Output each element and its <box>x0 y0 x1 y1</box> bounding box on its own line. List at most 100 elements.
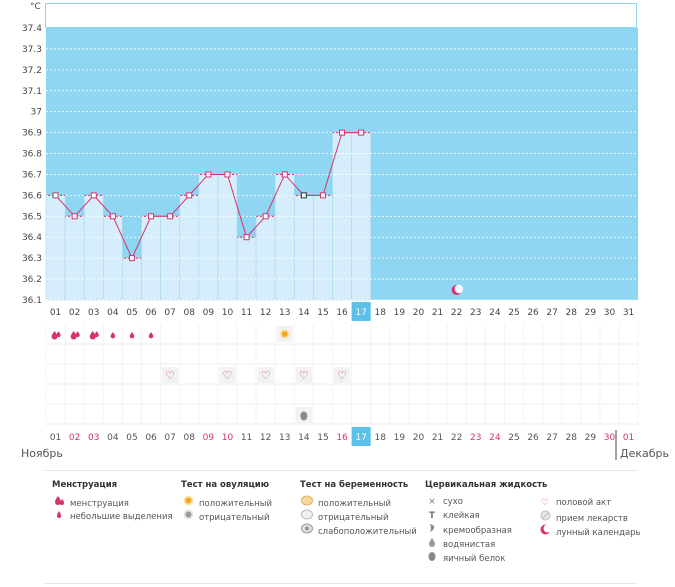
y-tick-label: 36.7 <box>22 170 42 180</box>
menstruation-light-icon <box>148 332 154 339</box>
day-label: 21 <box>432 433 443 443</box>
temperature-point <box>262 213 269 220</box>
menstruation-heavy-icon <box>75 331 80 338</box>
day-label: 03 <box>88 433 99 443</box>
watery-icon <box>425 537 439 552</box>
day-label: 31 <box>623 308 634 318</box>
temperature-point <box>90 192 97 199</box>
y-tick-label: 36.1 <box>22 296 42 306</box>
day-label: 09 <box>203 433 215 443</box>
legend-title: Цервикальная жидкость <box>425 480 548 490</box>
day-label: 04 <box>107 433 119 443</box>
y-tick-label: 37.1 <box>22 87 42 97</box>
y-tick-label: 36.5 <box>22 212 42 222</box>
day-label: 21 <box>432 308 443 318</box>
day-label: 22 <box>451 308 462 318</box>
y-tick-label: 36.6 <box>22 191 42 201</box>
day-label: 02 <box>69 433 80 443</box>
temperature-point <box>300 192 307 199</box>
legend-label: сухо <box>443 497 463 507</box>
menstruation-light-icon <box>129 332 135 339</box>
egg-white-icon <box>300 411 308 421</box>
ovulation-positive-icon <box>281 331 288 337</box>
marker-cell-bg <box>334 367 351 383</box>
creamy-icon <box>425 523 439 538</box>
day-label: 30 <box>604 433 616 443</box>
day-label: 01 <box>50 308 61 318</box>
legend-top-rule <box>45 470 637 471</box>
legend-title: Тест на беременность <box>300 480 409 490</box>
legend-title: Менструация <box>52 480 118 490</box>
marker-cell-bg <box>295 367 312 383</box>
temperature-point <box>319 192 326 199</box>
ovulation-negative-icon <box>181 509 195 525</box>
current-day-highlight <box>351 302 371 321</box>
day-label: 16 <box>336 308 348 318</box>
temperature-point <box>243 234 250 241</box>
pregnancy-weak-icon <box>300 523 314 539</box>
day-label: 30 <box>604 308 616 318</box>
marker-cell-bg <box>162 367 179 383</box>
heart-icon: ♡ <box>223 369 233 382</box>
day-label: 26 <box>527 308 539 318</box>
legend-label: водянистая <box>443 540 496 550</box>
heart-icon: ♡ <box>261 369 271 382</box>
day-label: 01 <box>623 433 634 443</box>
legend-label: клейкая <box>443 511 480 521</box>
menstruation-heavy-icon <box>94 331 99 338</box>
temperature-point <box>358 129 365 136</box>
day-label: 29 <box>585 433 597 443</box>
legend-label: яичный белок <box>443 554 506 564</box>
day-label: 17 <box>355 433 366 443</box>
heart-icon: ♡ <box>299 369 309 382</box>
y-tick-label: 37.3 <box>22 45 42 55</box>
day-label: 19 <box>394 433 406 443</box>
heart-icon: ♡ <box>165 369 175 382</box>
dry-icon: × <box>428 497 436 507</box>
temperature-bar <box>179 195 200 301</box>
day-label: 11 <box>241 433 252 443</box>
ovulation-positive-icon <box>181 495 195 511</box>
day-label: 12 <box>260 308 271 318</box>
day-label: 20 <box>413 433 425 443</box>
legend-bottom-rule <box>45 583 637 584</box>
marker-cell-bg <box>257 367 274 383</box>
legend-pregnancy: Тест на беременность положительный отриц… <box>300 480 417 537</box>
moon-icon <box>538 524 552 540</box>
day-label: 04 <box>107 308 119 318</box>
y-tick-label: 37.4 <box>22 24 42 34</box>
day-label: 07 <box>164 308 175 318</box>
heart-icon: ♡ <box>540 498 550 508</box>
temperature-point <box>224 171 231 178</box>
legend-label: отрицательный <box>318 513 389 523</box>
y-tick-label: 36.2 <box>22 275 42 285</box>
temperature-bar <box>313 195 333 301</box>
legend-label: отрицательный <box>199 513 270 523</box>
legend-label: менструация <box>70 499 129 509</box>
legend-label: небольшие выделения <box>70 512 173 522</box>
menstruation-heavy-icon <box>89 331 96 340</box>
legend-other: ♡ половой акт прием лекарств лунный кален… <box>538 496 641 538</box>
month-label-right: Декабрь <box>620 447 669 460</box>
day-label: 10 <box>222 308 234 318</box>
temperature-bar <box>45 195 66 301</box>
y-tick-label: 36.8 <box>22 150 42 160</box>
day-label: 16 <box>336 433 348 443</box>
chart-frame-top <box>45 3 637 28</box>
legend-title: Тест на овуляцию <box>181 480 270 490</box>
day-label: 18 <box>375 308 387 318</box>
day-label: 23 <box>470 433 481 443</box>
day-label: 06 <box>145 308 157 318</box>
temperature-point <box>128 255 135 262</box>
legend-label: прием лекарств <box>556 514 628 524</box>
y-tick-label: 36.4 <box>22 233 42 243</box>
day-label: 01 <box>50 433 61 443</box>
temperature-point <box>148 213 155 220</box>
bbt-chart: °C 37.4 37.3 37.2 37.1 37 36.9 36.8 36.7 36.6 36.… <box>21 2 669 460</box>
pregnancy-positive-icon <box>300 495 314 511</box>
marker-cell-bg <box>219 367 236 383</box>
day-label: 26 <box>527 433 539 443</box>
day-label: 15 <box>317 433 328 443</box>
temperature-point <box>71 213 78 220</box>
